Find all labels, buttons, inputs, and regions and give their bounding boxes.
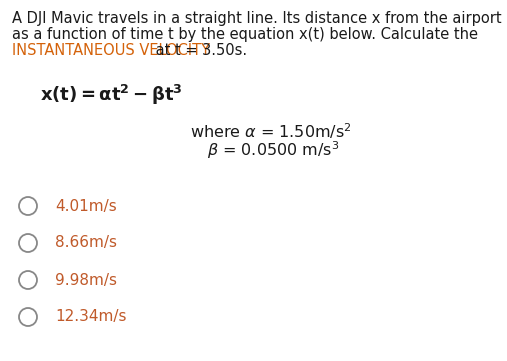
Text: 8.66m/s: 8.66m/s [55, 235, 117, 251]
Text: where $\alpha$ = 1.50m/s$^2$: where $\alpha$ = 1.50m/s$^2$ [190, 121, 352, 141]
Text: 12.34m/s: 12.34m/s [55, 309, 127, 325]
Text: $\beta$ = 0.0500 m/s$^3$: $\beta$ = 0.0500 m/s$^3$ [207, 139, 340, 161]
Text: 9.98m/s: 9.98m/s [55, 273, 117, 287]
Text: at t = 3.50s.: at t = 3.50s. [151, 43, 247, 58]
Text: A DJI Mavic travels in a straight line. Its distance x from the airport is given: A DJI Mavic travels in a straight line. … [12, 11, 507, 26]
Text: $\bf{x(t) = \alpha t^2 - \beta t^3}$: $\bf{x(t) = \alpha t^2 - \beta t^3}$ [40, 83, 183, 107]
Text: as a function of time t by the equation x(t) below. Calculate the: as a function of time t by the equation … [12, 27, 478, 42]
Text: INSTANTANEOUS VELOCITY: INSTANTANEOUS VELOCITY [12, 43, 210, 58]
Text: 4.01m/s: 4.01m/s [55, 199, 117, 213]
